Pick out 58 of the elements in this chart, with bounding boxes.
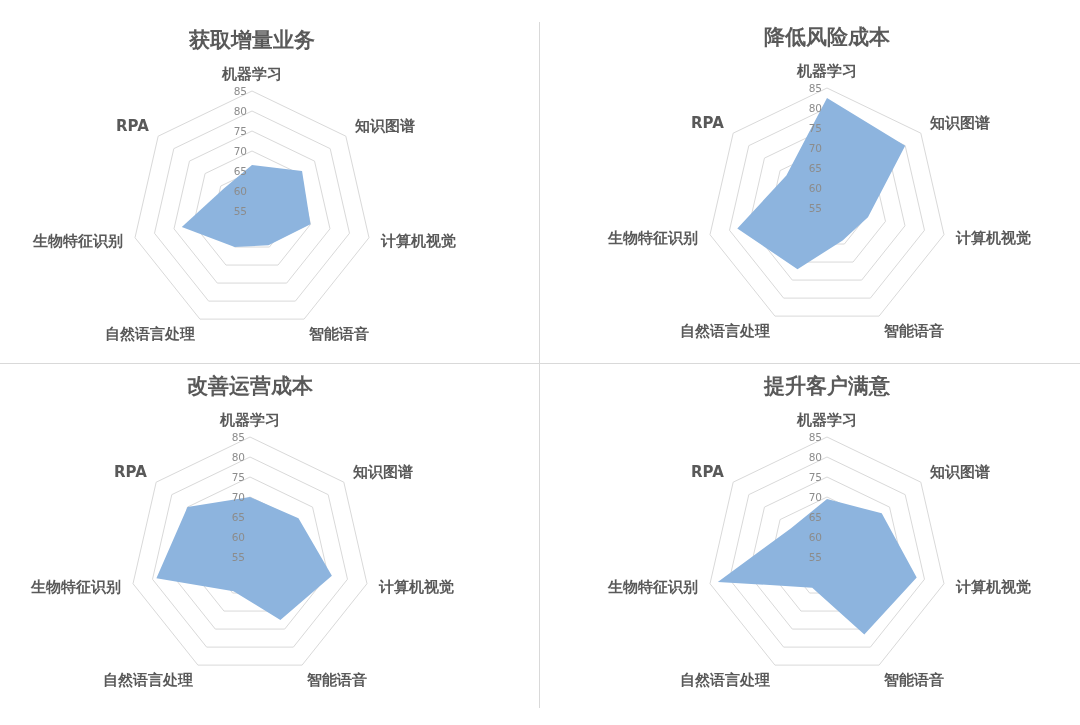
spoke-label: 自然语言处理: [104, 325, 195, 344]
y-tick-label: 70: [233, 145, 247, 157]
y-tick-label: 75: [808, 471, 822, 483]
y-tick-label: 65: [231, 511, 245, 523]
spoke-label: 智能语音: [306, 671, 368, 690]
y-tick-label: 55: [808, 202, 822, 214]
spoke-label: 计算机视觉: [954, 229, 1031, 248]
y-tick-label: 65: [808, 162, 822, 174]
spoke-label: 计算机视觉: [954, 578, 1031, 597]
spoke-label: RPA: [116, 116, 150, 135]
chart-title: 降低风险成本: [763, 24, 891, 51]
y-tick-label: 85: [233, 85, 247, 97]
y-tick-label: 55: [231, 551, 245, 563]
y-tick-label: 70: [808, 491, 822, 503]
y-tick-label: 60: [808, 182, 822, 194]
y-tick-label: 55: [233, 205, 247, 217]
chart-title: 改善运营成本: [186, 373, 314, 400]
spoke-label: 自然语言处理: [679, 671, 770, 690]
y-tick-label: 80: [808, 102, 822, 114]
spoke-label: 智能语音: [883, 322, 945, 341]
y-tick-label: 80: [231, 451, 245, 463]
spoke-label: 计算机视觉: [379, 232, 456, 251]
y-tick-label: 85: [808, 82, 822, 94]
spoke-label: 机器学习: [796, 62, 857, 80]
y-tick-label: 80: [808, 451, 822, 463]
y-tick-label: 75: [231, 471, 245, 483]
chart-title: 获取增量业务: [188, 27, 316, 54]
spoke-label: 智能语音: [883, 671, 945, 690]
spoke-label: 自然语言处理: [679, 322, 770, 341]
y-tick-label: 65: [808, 511, 822, 523]
spoke-label: 生物特征识别: [32, 232, 124, 251]
y-tick-label: 60: [231, 531, 245, 543]
spoke-label: 生物特征识别: [607, 578, 699, 597]
spoke-label: 知识图谱: [929, 462, 991, 481]
y-tick-label: 60: [233, 185, 247, 197]
y-tick-label: 85: [231, 431, 245, 443]
spoke-label: 知识图谱: [929, 113, 991, 132]
y-tick-label: 65: [233, 165, 247, 177]
spoke-label: RPA: [114, 462, 148, 481]
y-tick-label: 60: [808, 531, 822, 543]
spoke-label: 机器学习: [219, 411, 280, 429]
spoke-label: 机器学习: [796, 411, 857, 429]
spoke-label: RPA: [691, 113, 725, 132]
chart-title: 提升客户满意: [762, 373, 891, 400]
spoke-label: 知识图谱: [352, 462, 414, 481]
y-tick-label: 75: [233, 125, 247, 137]
spoke-label: 生物特征识别: [607, 229, 699, 248]
spoke-label: 生物特征识别: [30, 578, 122, 597]
y-tick-label: 80: [233, 105, 247, 117]
y-tick-label: 85: [808, 431, 822, 443]
spoke-label: 机器学习: [221, 65, 282, 83]
spoke-label: 知识图谱: [354, 116, 416, 135]
spoke-label: 自然语言处理: [102, 671, 193, 690]
spoke-label: RPA: [691, 462, 725, 481]
spoke-label: 智能语音: [308, 325, 370, 344]
y-tick-label: 55: [808, 551, 822, 563]
y-tick-label: 70: [808, 142, 822, 154]
spoke-label: 计算机视觉: [377, 578, 454, 597]
